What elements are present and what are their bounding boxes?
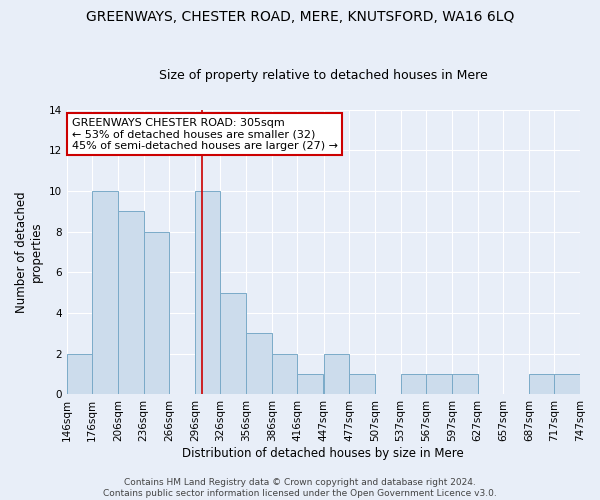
- Text: GREENWAYS CHESTER ROAD: 305sqm
← 53% of detached houses are smaller (32)
45% of : GREENWAYS CHESTER ROAD: 305sqm ← 53% of …: [72, 118, 338, 151]
- Bar: [220, 292, 246, 394]
- Bar: [195, 191, 220, 394]
- Bar: [349, 374, 375, 394]
- Bar: [272, 354, 297, 395]
- Text: GREENWAYS, CHESTER ROAD, MERE, KNUTSFORD, WA16 6LQ: GREENWAYS, CHESTER ROAD, MERE, KNUTSFORD…: [86, 10, 514, 24]
- Bar: [426, 374, 452, 394]
- Bar: [118, 212, 143, 394]
- Title: Size of property relative to detached houses in Mere: Size of property relative to detached ho…: [159, 69, 488, 82]
- Bar: [554, 374, 580, 394]
- Bar: [529, 374, 554, 394]
- Bar: [324, 354, 349, 395]
- Bar: [452, 374, 478, 394]
- Bar: [92, 191, 118, 394]
- Bar: [401, 374, 426, 394]
- Y-axis label: Number of detached
properties: Number of detached properties: [15, 191, 43, 313]
- Bar: [246, 334, 272, 394]
- Bar: [67, 354, 92, 395]
- Bar: [297, 374, 323, 394]
- Text: Contains HM Land Registry data © Crown copyright and database right 2024.
Contai: Contains HM Land Registry data © Crown c…: [103, 478, 497, 498]
- X-axis label: Distribution of detached houses by size in Mere: Distribution of detached houses by size …: [182, 447, 464, 460]
- Bar: [143, 232, 169, 394]
